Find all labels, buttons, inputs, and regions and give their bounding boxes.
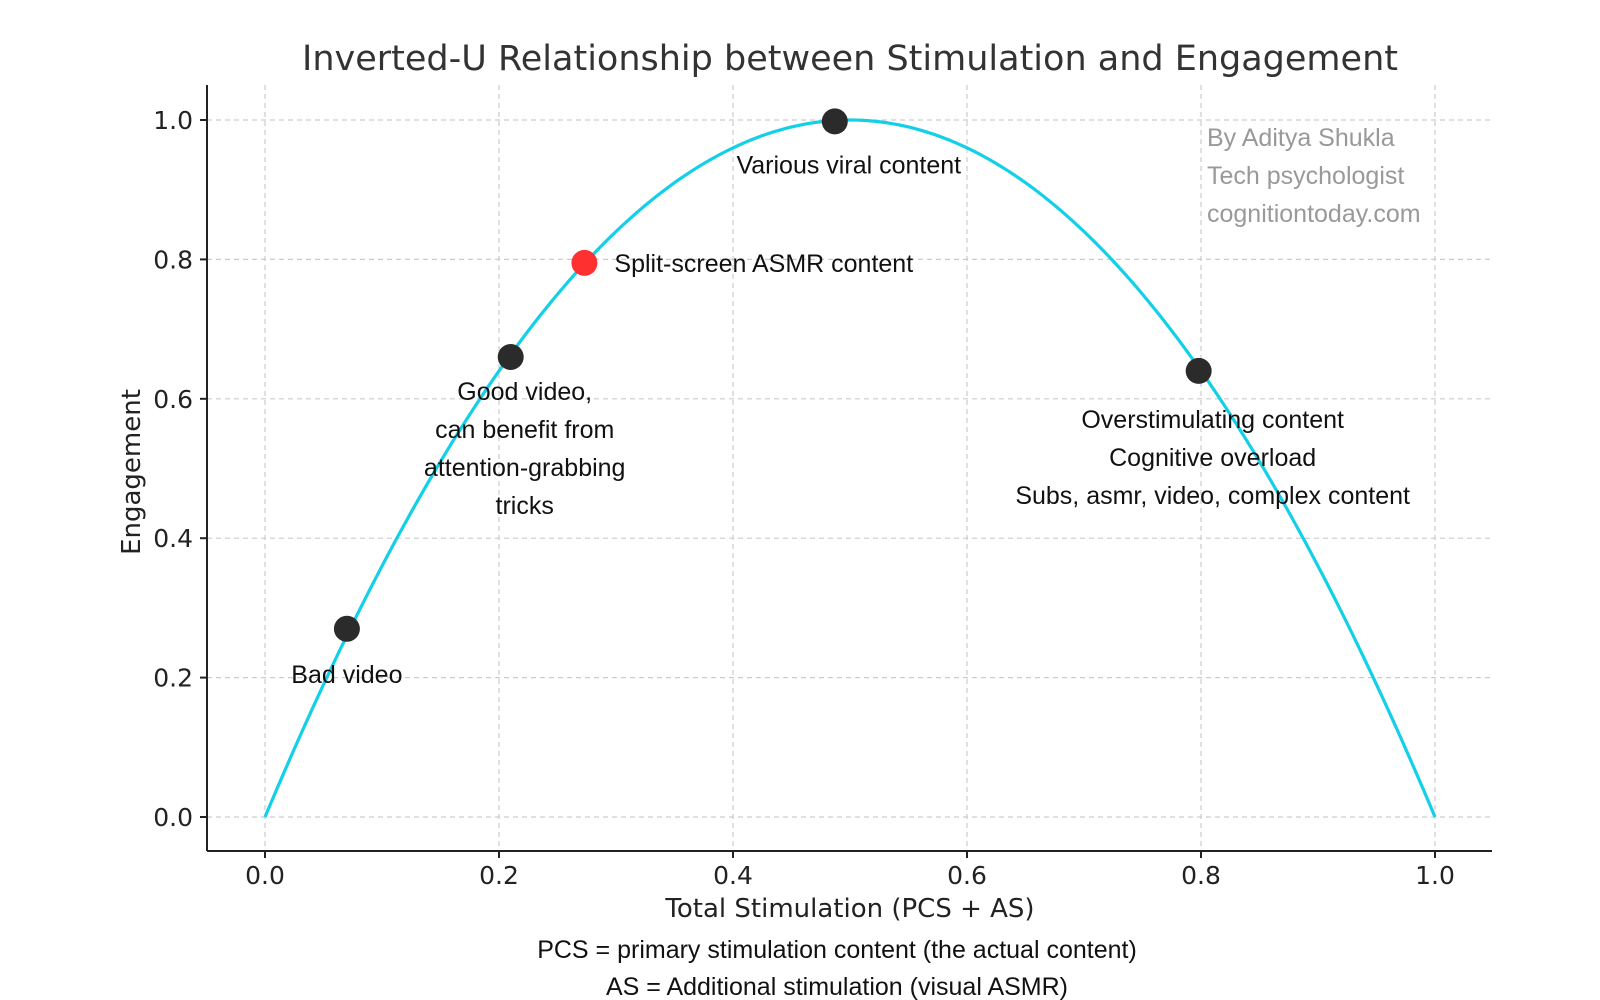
x-tick-label: 0.2 xyxy=(479,861,519,890)
credit-line: By Aditya Shukla xyxy=(1207,124,1395,152)
axes xyxy=(206,85,1492,852)
caption-line: AS = Additional stimulation (visual ASMR… xyxy=(606,973,1068,1000)
point-label: Good video, xyxy=(457,378,592,406)
y-tick-label: 0.4 xyxy=(153,524,193,553)
chart-title: Inverted-U Relationship between Stimulat… xyxy=(302,39,1398,79)
x-axis-label: Total Stimulation (PCS + AS) xyxy=(664,894,1034,924)
point-label: Split-screen ASMR content xyxy=(614,250,913,278)
ticks: 0.0 0.2 0.4 0.6 0.8 1.0 0.0 0.2 0.4 0.6 0.8 1.0 xyxy=(153,106,1455,890)
point-label: Subs, asmr, video, complex content xyxy=(1015,482,1410,510)
y-axis-label: Engagement xyxy=(117,389,147,555)
y-tick-label: 0.0 xyxy=(153,803,193,832)
inverted-u-curve xyxy=(263,118,1437,818)
data-point xyxy=(821,108,848,135)
annotations: Bad video Good video, can benefit from atte… xyxy=(291,151,1410,688)
data-point xyxy=(1185,357,1212,384)
y-tick-label: 0.6 xyxy=(153,385,193,414)
caption: PCS = primary stimulation content (the a… xyxy=(537,936,1137,1000)
point-label: Various viral content xyxy=(736,151,961,179)
highlight-point xyxy=(571,249,598,276)
point-label: tricks xyxy=(496,492,554,520)
x-tick-label: 0.0 xyxy=(245,861,285,890)
point-label: attention-grabbing xyxy=(424,454,626,482)
x-tick-label: 0.8 xyxy=(1181,861,1221,890)
point-label: Overstimulating content xyxy=(1081,406,1344,434)
x-tick-label: 1.0 xyxy=(1415,861,1455,890)
data-point xyxy=(333,615,360,642)
points xyxy=(333,108,1212,642)
y-tick-label: 1.0 xyxy=(153,106,193,135)
point-label: can benefit from xyxy=(435,416,614,444)
credit-line: cognitiontoday.com xyxy=(1207,200,1421,228)
x-tick-label: 0.4 xyxy=(713,861,753,890)
point-label: Cognitive overload xyxy=(1109,444,1316,472)
x-tick-label: 0.6 xyxy=(947,861,987,890)
credit-line: Tech psychologist xyxy=(1207,162,1404,190)
caption-line: PCS = primary stimulation content (the a… xyxy=(537,936,1137,964)
y-tick-label: 0.2 xyxy=(153,664,193,693)
y-tick-label: 0.8 xyxy=(153,245,193,274)
data-point xyxy=(497,343,524,370)
point-label: Bad video xyxy=(291,661,402,689)
credit: By Aditya Shukla Tech psychologist cogni… xyxy=(1207,124,1421,228)
